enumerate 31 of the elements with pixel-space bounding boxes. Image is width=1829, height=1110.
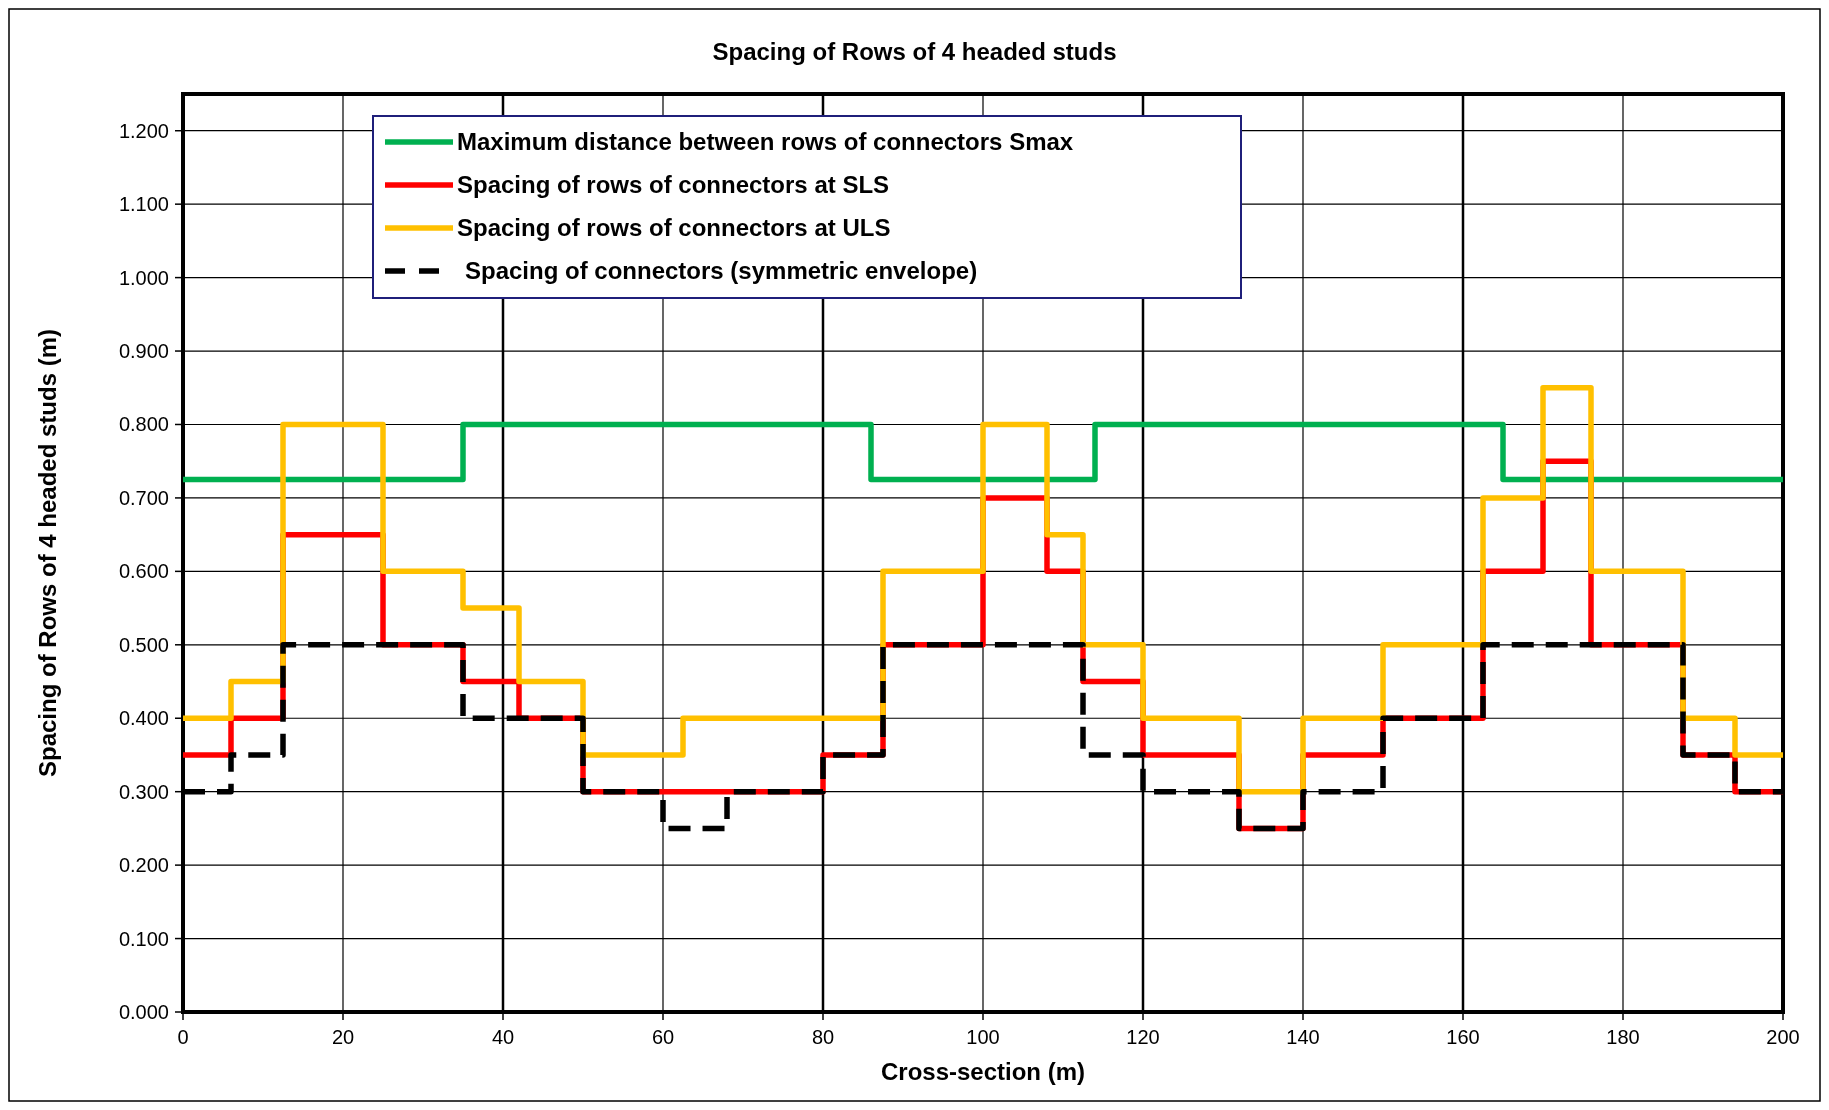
legend-label: Maximum distance between rows of connectors Smax xyxy=(457,128,1074,156)
legend-label: Spacing of connectors (symmetric envelope) xyxy=(465,257,978,285)
x-tick-label: 160 xyxy=(1446,1026,1480,1048)
y-tick-label: 0.300 xyxy=(118,780,169,803)
x-tick-label: 180 xyxy=(1606,1026,1640,1048)
x-tick-label: 200 xyxy=(1766,1026,1800,1048)
x-tick-label: 0 xyxy=(177,1026,189,1048)
y-tick-label: 0.900 xyxy=(118,340,169,363)
y-axis-title: Spacing of Rows of 4 headed studs (m) xyxy=(34,328,61,778)
legend-label: Spacing of rows of connectors at SLS xyxy=(457,171,890,199)
y-tick-label: 1.200 xyxy=(118,119,169,142)
y-tick-label: 0.000 xyxy=(118,1001,169,1023)
y-tick-label: 0.100 xyxy=(118,927,169,950)
y-tick-label: 0.500 xyxy=(118,633,169,656)
x-tick-label: 40 xyxy=(491,1026,515,1048)
x-tick-label: 80 xyxy=(811,1026,835,1048)
x-tick-label: 100 xyxy=(966,1026,1000,1048)
legend-label: Spacing of rows of connectors at ULS xyxy=(457,214,891,242)
y-tick-label: 0.800 xyxy=(118,413,169,436)
y-tick-label: 0.600 xyxy=(118,560,169,583)
x-tick-label: 60 xyxy=(651,1026,675,1048)
y-tick-label: 1.000 xyxy=(118,266,169,289)
x-tick-label: 120 xyxy=(1126,1026,1160,1048)
y-tick-label: 0.700 xyxy=(118,486,169,509)
chart-title: Spacing of Rows of 4 headed studs xyxy=(712,38,1117,65)
y-tick-label: 1.100 xyxy=(118,193,169,216)
x-tick-label: 20 xyxy=(331,1026,355,1048)
x-tick-label: 140 xyxy=(1286,1026,1320,1048)
y-tick-label: 0.400 xyxy=(118,707,169,730)
x-axis-title: Cross-section (m) xyxy=(880,1058,1086,1085)
y-tick-label: 0.200 xyxy=(118,854,169,877)
